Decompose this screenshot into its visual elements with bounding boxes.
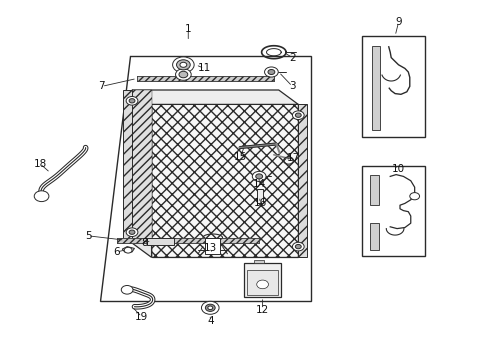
Polygon shape	[132, 90, 151, 257]
Text: 12: 12	[255, 305, 269, 315]
Bar	[244, 263, 281, 297]
Polygon shape	[137, 76, 273, 81]
Bar	[137, 76, 273, 81]
Circle shape	[126, 96, 138, 105]
Circle shape	[180, 62, 186, 67]
Bar	[371, 46, 380, 130]
Text: 15: 15	[233, 152, 247, 162]
Bar	[151, 104, 298, 257]
Circle shape	[201, 301, 219, 314]
Circle shape	[34, 191, 49, 202]
Circle shape	[267, 69, 274, 75]
Text: 16: 16	[253, 198, 266, 208]
Text: 7: 7	[98, 81, 105, 91]
Circle shape	[129, 99, 135, 103]
Bar	[151, 104, 298, 257]
Circle shape	[176, 60, 190, 70]
Text: 2: 2	[288, 53, 295, 63]
Text: 13: 13	[203, 243, 217, 253]
Circle shape	[121, 285, 133, 294]
Circle shape	[179, 71, 187, 78]
Bar	[256, 189, 262, 203]
Text: 3: 3	[288, 81, 295, 91]
Text: 6: 6	[113, 247, 120, 257]
Bar	[117, 238, 259, 243]
Circle shape	[264, 67, 278, 77]
Circle shape	[295, 244, 301, 249]
Circle shape	[124, 247, 132, 253]
Bar	[146, 238, 173, 245]
Polygon shape	[122, 247, 134, 252]
Text: 17: 17	[286, 153, 300, 163]
Polygon shape	[132, 90, 298, 104]
Circle shape	[126, 228, 138, 237]
Bar	[247, 270, 278, 295]
Text: 14: 14	[252, 179, 265, 189]
Polygon shape	[100, 56, 310, 301]
Text: 9: 9	[394, 17, 401, 27]
Circle shape	[292, 242, 304, 251]
Bar	[361, 166, 425, 256]
Circle shape	[256, 280, 268, 289]
Circle shape	[207, 306, 212, 310]
Circle shape	[252, 171, 265, 181]
Text: 19: 19	[135, 312, 148, 322]
Circle shape	[205, 304, 215, 311]
Text: 8: 8	[141, 238, 147, 248]
Text: 4: 4	[206, 316, 213, 326]
Text: 1: 1	[184, 24, 191, 34]
Polygon shape	[117, 238, 259, 243]
Circle shape	[175, 69, 191, 80]
Circle shape	[255, 174, 262, 179]
Text: 11: 11	[197, 63, 211, 73]
Bar	[254, 260, 264, 263]
Bar	[369, 175, 378, 205]
Circle shape	[172, 57, 194, 73]
Bar	[361, 36, 425, 137]
Circle shape	[409, 193, 419, 200]
Text: 5: 5	[84, 231, 91, 241]
Bar	[132, 90, 151, 243]
Bar	[205, 238, 220, 254]
Circle shape	[295, 113, 301, 117]
Text: 18: 18	[33, 159, 47, 169]
Circle shape	[129, 230, 135, 234]
Circle shape	[292, 111, 304, 120]
Bar	[298, 104, 306, 257]
Bar	[369, 223, 378, 250]
Bar	[123, 90, 132, 243]
Text: 10: 10	[391, 164, 404, 174]
